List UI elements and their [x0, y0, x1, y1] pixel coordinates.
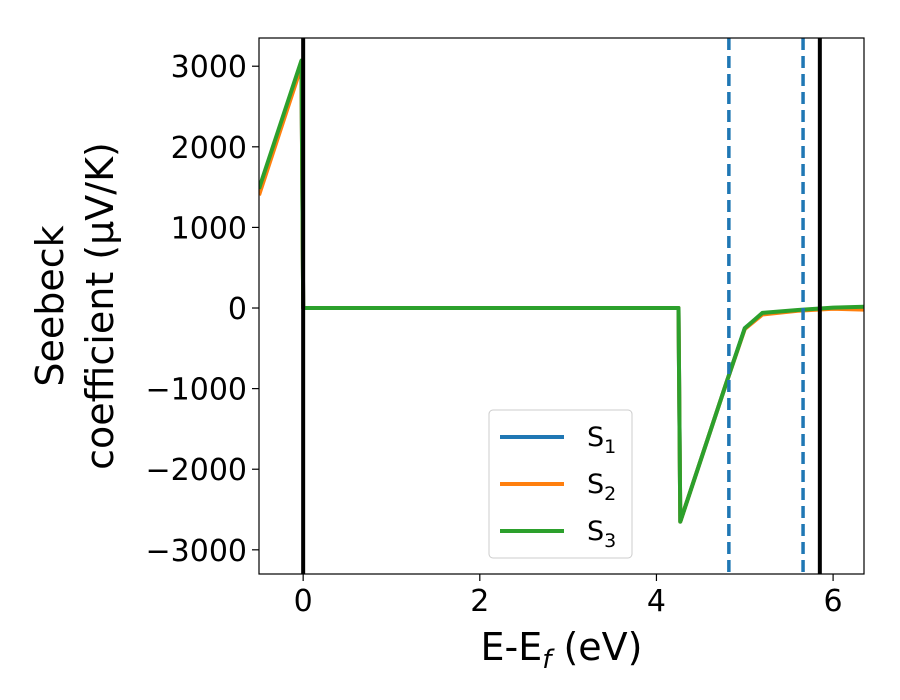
- x-axis-label-main: E-E: [481, 625, 543, 669]
- y-tick-label: 3000: [171, 50, 247, 85]
- y-tick-label: 0: [228, 292, 247, 327]
- y-tick-label: 2000: [171, 131, 247, 166]
- plot-frame: [258, 37, 865, 575]
- y-axis-label-line2: coefficient (μV/K): [78, 142, 122, 470]
- legend-label-1: S1: [587, 422, 616, 458]
- y-tick-label: −2000: [146, 453, 247, 488]
- legend: S1 S2 S3: [488, 409, 633, 559]
- y-axis-label-line1: Seebeck: [28, 225, 72, 386]
- x-tick-label: 0: [294, 584, 313, 619]
- y-axis-label: Seebeck coefficient (μV/K): [28, 142, 122, 470]
- legend-label-3: S3: [587, 516, 616, 552]
- x-tick-label: 4: [647, 584, 666, 619]
- axis-ticks: 0 2 4 6 3000 2000 1000 0 −1000 −2000 −3000: [146, 50, 843, 619]
- y-tick-label: −3000: [146, 534, 247, 569]
- x-axis-label-tail: (eV): [551, 625, 642, 669]
- x-axis-label: E-Ef (eV): [481, 625, 643, 675]
- legend-label-2: S2: [587, 469, 616, 505]
- x-tick-label: 2: [470, 584, 489, 619]
- x-tick-label: 6: [824, 584, 843, 619]
- plot-area: [259, 38, 864, 574]
- y-tick-label: 1000: [171, 211, 247, 246]
- y-tick-label: −1000: [146, 373, 247, 408]
